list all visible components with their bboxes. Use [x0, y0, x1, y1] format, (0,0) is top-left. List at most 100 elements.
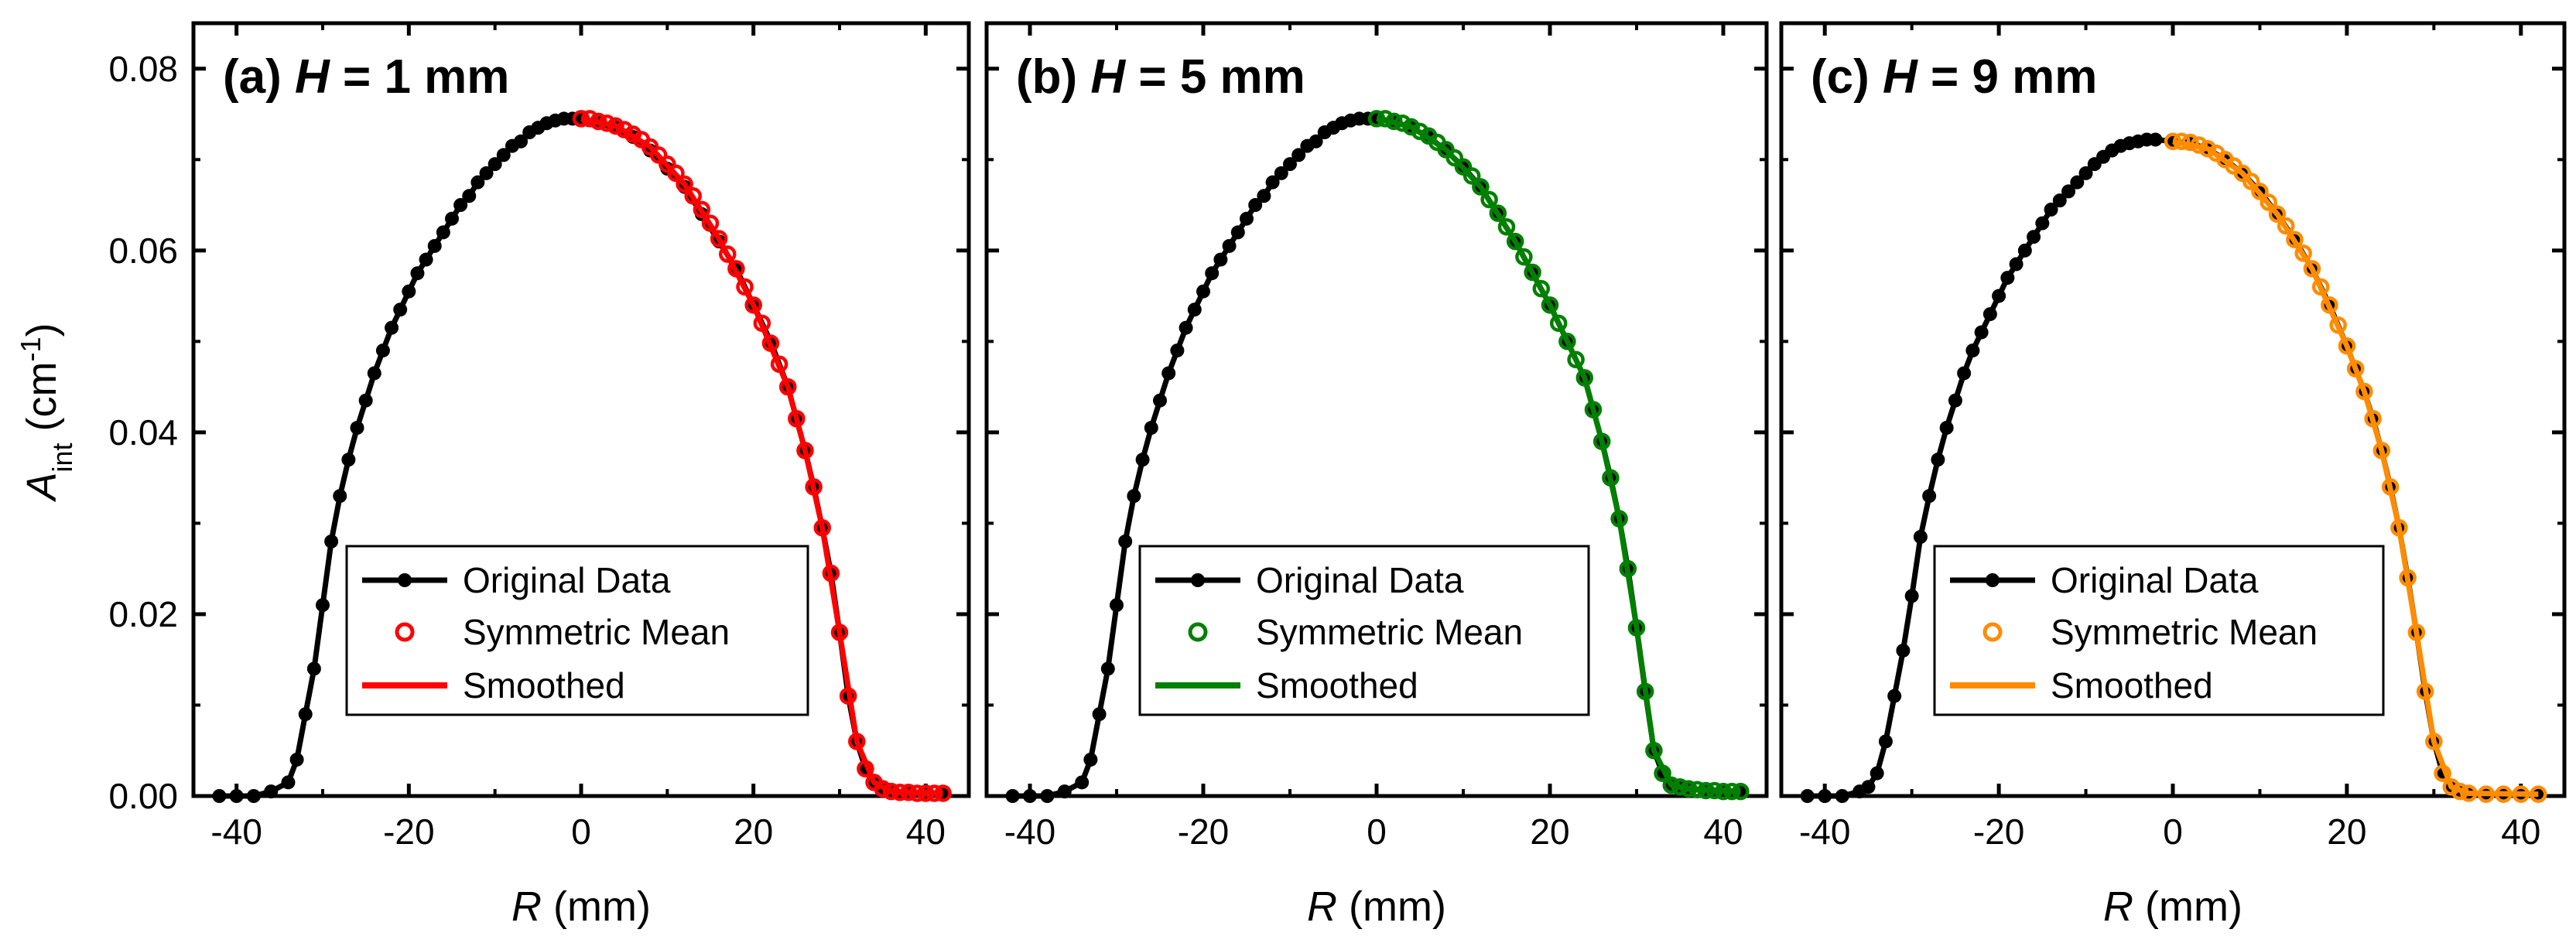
symmetric-mean-point: [1602, 469, 1620, 487]
symmetric-mean-point: [701, 214, 720, 232]
symmetric-mean-point: [649, 146, 668, 164]
symmetric-mean-point: [1610, 510, 1628, 528]
symmetric-mean-point: [1411, 122, 1429, 141]
symmetric-mean-point: [1679, 780, 1698, 798]
original-data-point: [281, 775, 296, 790]
original-data-point: [1887, 688, 1902, 703]
original-data-point: [1135, 453, 1150, 467]
original-data-point: [1100, 661, 1115, 676]
symmetric-mean-point: [2512, 785, 2530, 803]
panel-title: (c) H = 9 mm: [1811, 50, 2097, 104]
symmetric-mean-point: [1697, 781, 1715, 800]
symmetric-mean-point: [778, 378, 797, 396]
legend-original-label: Original Data: [2051, 560, 2259, 600]
original-data-point: [1265, 175, 1280, 190]
original-data-point: [1257, 189, 1271, 203]
original-data-point: [1992, 289, 2006, 303]
symmetric-mean-point: [2442, 777, 2461, 796]
original-data-point: [212, 789, 227, 803]
panel-variable: H: [1090, 50, 1126, 104]
symmetric-mean-point: [1584, 401, 1603, 419]
symmetric-mean-point: [1454, 158, 1473, 176]
x-tick-label: 20: [734, 811, 773, 852]
legend-original-marker: [1191, 573, 1205, 587]
symmetric-mean-point: [1549, 314, 1568, 333]
original-data-point: [1248, 198, 1263, 213]
original-data-point: [306, 661, 321, 676]
symmetric-mean-point: [1367, 110, 1386, 128]
symmetric-mean-point: [598, 114, 616, 132]
original-data-point: [333, 489, 347, 504]
symmetric-mean-point: [2460, 784, 2478, 802]
symmetric-mean-point: [1402, 118, 1421, 136]
legend-symmetric-label: Symmetric Mean: [2051, 612, 2318, 652]
x-axis-unit: (mm): [1337, 883, 1446, 930]
symmetric-mean-point: [744, 296, 762, 314]
original-data-point: [1931, 453, 1945, 467]
original-data-point: [324, 534, 339, 548]
symmetric-mean-point: [761, 334, 780, 352]
symmetric-mean-point: [2495, 785, 2513, 803]
symmetric-mean-point: [753, 314, 771, 333]
legend-original-marker: [398, 573, 412, 587]
panel-b: -40 -20 0 20 40 R (mm) (b) H = 5 mm Original Da…: [984, 21, 1769, 930]
original-data-point: [2148, 132, 2163, 147]
symmetric-mean-point: [2416, 682, 2434, 701]
original-data-point: [2044, 202, 2058, 217]
original-data-point: [1153, 393, 1167, 408]
legend-symmetric-marker: [1982, 622, 2003, 642]
symmetric-mean-point: [2451, 782, 2469, 801]
symmetric-mean-point: [1654, 764, 1671, 782]
original-data-point: [1922, 489, 1937, 504]
symmetric-mean-point: [2277, 217, 2295, 235]
original-data-point: [487, 157, 502, 172]
original-data-point: [1948, 393, 1962, 408]
original-data-point: [479, 166, 494, 180]
original-data-point: [2027, 230, 2041, 244]
symmetric-mean-point: [1732, 782, 1750, 801]
symmetric-mean-point: [899, 784, 918, 801]
symmetric-mean-point: [2294, 244, 2312, 262]
panel-value: = 9 mm: [1917, 50, 2098, 104]
original-data-point: [1118, 534, 1133, 548]
symmetric-mean-point: [822, 564, 840, 583]
panel-label: (b): [1016, 50, 1090, 104]
original-data-point: [2070, 175, 2085, 190]
original-data-point: [2061, 184, 2076, 199]
original-data-point: [1878, 734, 1893, 749]
original-data-point: [1939, 421, 1954, 436]
y-axis-symbol: A: [19, 472, 65, 502]
original-data-point: [1083, 752, 1098, 767]
original-data-point: [341, 453, 356, 467]
symmetric-mean-point: [1524, 263, 1541, 282]
original-data-point: [1904, 589, 1919, 603]
x-axis-symbol: R: [1307, 883, 1337, 930]
original-data-point: [496, 148, 511, 162]
original-data-point: [1075, 775, 1090, 790]
symmetric-mean-point: [693, 200, 711, 219]
original-data-point: [1187, 302, 1202, 317]
x-tick-label: 40: [1703, 811, 1743, 852]
symmetric-mean-point: [736, 278, 754, 296]
symmetric-mean-point: [2338, 337, 2356, 355]
symmetric-mean-point: [805, 478, 823, 496]
original-data-point: [1005, 789, 1020, 803]
legend-symmetric-marker: [395, 622, 415, 642]
symmetric-mean-point: [2434, 764, 2451, 782]
symmetric-mean-point: [1714, 782, 1733, 801]
symmetric-mean-point: [1645, 741, 1663, 760]
symmetric-mean-point: [2425, 733, 2443, 750]
panel-value: = 1 mm: [330, 50, 510, 104]
panel-variable: H: [295, 50, 330, 104]
symmetric-mean-point: [659, 155, 676, 173]
symmetric-mean-point: [1567, 350, 1585, 369]
legend-symmetric-label: Symmetric Mean: [463, 612, 730, 652]
x-tick-label: -20: [1973, 811, 2024, 852]
y-tick-label: 0.04: [108, 412, 178, 453]
symmetric-mean-point: [2268, 205, 2287, 224]
symmetric-mean-point: [2286, 231, 2304, 248]
y-axis-subscript: int: [46, 442, 78, 472]
symmetric-mean-point: [908, 784, 926, 802]
symmetric-mean-point: [848, 733, 866, 750]
